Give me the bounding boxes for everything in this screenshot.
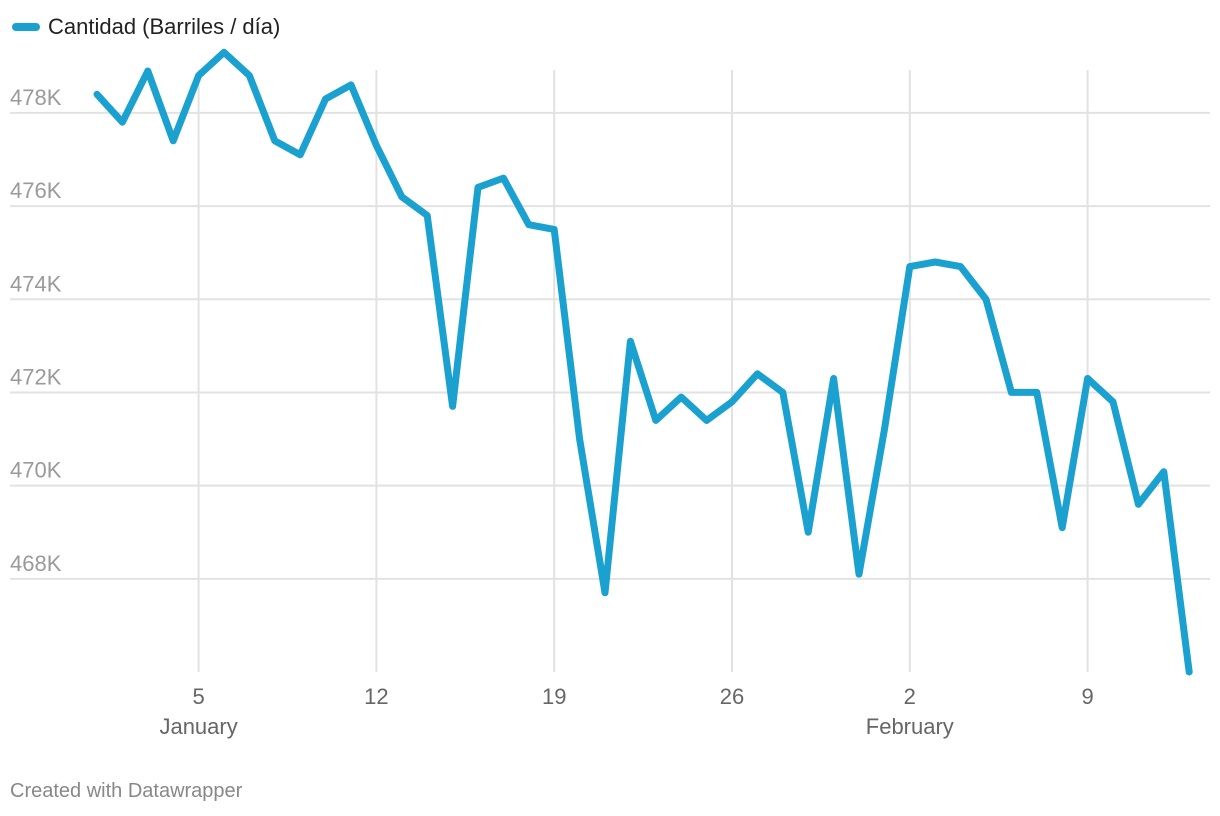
data-point xyxy=(1034,389,1040,395)
data-point xyxy=(272,138,278,144)
data-point xyxy=(983,296,989,302)
data-point xyxy=(754,371,760,377)
data-point xyxy=(348,82,354,88)
data-point xyxy=(119,119,125,125)
data-point xyxy=(323,96,329,102)
data-point xyxy=(500,175,506,181)
data-point xyxy=(627,338,633,344)
data-point xyxy=(475,184,481,190)
series-line xyxy=(93,48,1193,676)
data-point xyxy=(196,73,202,79)
series-group xyxy=(93,48,1193,676)
x-month-label: January xyxy=(159,714,237,739)
data-point xyxy=(1085,375,1091,381)
data-point xyxy=(932,259,938,265)
x-tick-label: 19 xyxy=(542,684,566,709)
data-point xyxy=(373,143,379,149)
data-point xyxy=(1008,389,1014,395)
data-point xyxy=(602,590,608,596)
data-point xyxy=(526,222,532,228)
data-point xyxy=(424,212,430,218)
data-point xyxy=(678,394,684,400)
x-axis-labels: 5 January 12 19 26 2 February 9 xyxy=(159,684,1093,739)
data-point xyxy=(94,91,100,97)
x-tick-label: 26 xyxy=(720,684,744,709)
x-tick-label: 12 xyxy=(364,684,388,709)
data-point xyxy=(221,49,227,55)
x-tick-label: 9 xyxy=(1081,684,1093,709)
y-tick-label: 472K xyxy=(10,364,62,389)
data-point xyxy=(704,417,710,423)
data-point xyxy=(145,68,151,74)
data-point xyxy=(831,375,837,381)
footer-credit: Created with Datawrapper xyxy=(10,780,243,802)
data-point xyxy=(450,403,456,409)
data-point xyxy=(1110,399,1116,405)
y-tick-label: 476K xyxy=(10,178,62,203)
data-point xyxy=(805,529,811,535)
data-point xyxy=(577,436,583,442)
x-gridlines xyxy=(197,70,1089,672)
data-point xyxy=(246,73,252,79)
data-point xyxy=(881,427,887,433)
data-point xyxy=(856,571,862,577)
line-chart: 468K 470K 472K 474K 476K 478K 5 January 12 19 26 2… xyxy=(10,48,1210,739)
data-point xyxy=(1059,525,1065,531)
y-tick-label: 468K xyxy=(10,551,62,576)
data-point xyxy=(1186,669,1192,675)
x-tick-label: 2 xyxy=(904,684,916,709)
data-point xyxy=(1135,501,1141,507)
data-point xyxy=(399,194,405,200)
data-point xyxy=(170,138,176,144)
y-tick-label: 470K xyxy=(10,458,62,483)
x-tick-label: 5 xyxy=(192,684,204,709)
data-point xyxy=(1161,469,1167,475)
data-point xyxy=(297,152,303,158)
data-point xyxy=(729,399,735,405)
legend: Cantidad (Barriles / día) xyxy=(12,14,280,40)
data-point xyxy=(653,417,659,423)
y-tick-label: 478K xyxy=(10,85,62,110)
x-month-label: February xyxy=(866,714,954,739)
legend-label: Cantidad (Barriles / día) xyxy=(48,14,281,39)
y-tick-label: 474K xyxy=(10,271,62,296)
y-axis-labels: 468K 470K 472K 474K 476K 478K xyxy=(10,85,62,576)
data-point xyxy=(958,264,964,270)
data-point xyxy=(907,264,913,270)
legend-swatch xyxy=(12,23,40,31)
data-point xyxy=(780,389,786,395)
data-point xyxy=(551,226,557,232)
